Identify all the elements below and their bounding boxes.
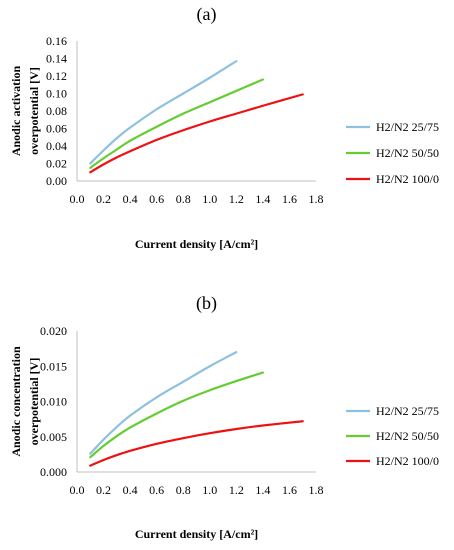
y-tick-label-b: 0.000 (40, 465, 67, 479)
series-line-b-2 (89, 371, 264, 459)
legend-label-b-3: H2/N2 100/0 (376, 454, 439, 468)
legend-label-a-3: H2/N2 100/0 (376, 172, 439, 186)
y-tick-label-b: 0.010 (40, 395, 67, 409)
x-tick-label-a: 1.8 (309, 192, 324, 206)
x-tick-label-b: 0.6 (149, 483, 164, 497)
series-line-a-3 (89, 93, 304, 174)
chart-b-svg: (b) 0.000 0.005 0.010 0.015 0.020 0.0 0.2 0.4 0.6… (9, 293, 439, 541)
y-axis-title-line2-a: overpotential [V] (27, 67, 41, 155)
y-tick-label-a: 0.08 (46, 104, 67, 118)
x-tick-label-b: 1.8 (309, 483, 324, 497)
chart-panel-a: (a) 0.00 0.02 0.04 0.06 0.08 0.10 0.12 0.14 0.16 0… (9, 4, 439, 251)
x-tick-label-a: 1.4 (255, 192, 270, 206)
series-line-a-2 (89, 78, 264, 169)
x-tick-label-b: 1.4 (255, 483, 270, 497)
x-tick-label-a: 0.4 (123, 192, 138, 206)
x-tick-label-a: 1.6 (282, 192, 297, 206)
x-tick-label-b: 1.2 (229, 483, 244, 497)
y-tick-label-a: 0.10 (46, 87, 67, 101)
x-tick-label-b: 0.0 (70, 483, 85, 497)
x-tick-label-b: 0.2 (96, 483, 111, 497)
x-tick-label-b: 0.4 (123, 483, 138, 497)
x-tick-label-b: 1.6 (282, 483, 297, 497)
legend-label-a-1: H2/N2 25/75 (376, 120, 439, 134)
legend-label-b-2: H2/N2 50/50 (376, 429, 439, 443)
y-tick-label-a: 0.16 (46, 34, 67, 48)
y-tick-label-a: 0.06 (46, 122, 67, 136)
series-line-a-1 (89, 60, 238, 165)
y-axis-title-line1-b: Anodic concentration (9, 346, 23, 457)
legend-label-b-1: H2/N2 25/75 (376, 404, 439, 418)
chart-panel-b: (b) 0.000 0.005 0.010 0.015 0.020 0.0 0.2 0.4 0.6… (0, 275, 454, 550)
y-tick-label-a: 0.02 (46, 157, 67, 171)
x-tick-label-a: 1.2 (229, 192, 244, 206)
series-line-b-3 (89, 420, 304, 467)
y-tick-label-b: 0.005 (40, 430, 67, 444)
x-tick-label-b: 1.0 (202, 483, 217, 497)
y-axis-title-line1-a: Anodic activation (9, 66, 23, 157)
x-tick-label-a: 1.0 (202, 192, 217, 206)
y-tick-label-a: 0.14 (46, 52, 67, 66)
legend-label-a-2: H2/N2 50/50 (376, 146, 439, 160)
y-axis-title-line2-b: overpotential [V] (27, 358, 41, 446)
y-tick-label-b: 0.015 (40, 359, 67, 373)
chart-title-b: (b) (196, 293, 217, 314)
x-tick-label-a: 0.0 (70, 192, 85, 206)
y-tick-label-b: 0.020 (40, 324, 67, 338)
x-tick-label-b: 0.8 (176, 483, 191, 497)
x-axis-title-a: Current density [A/cm²] (135, 237, 258, 251)
x-axis-title-b: Current density [A/cm²] (135, 527, 258, 541)
x-tick-label-a: 0.8 (176, 192, 191, 206)
y-tick-label-a: 0.00 (46, 174, 67, 188)
y-tick-label-a: 0.12 (46, 69, 67, 83)
y-tick-label-a: 0.04 (46, 139, 67, 153)
chart-title-a: (a) (197, 4, 217, 25)
x-tick-label-a: 0.6 (149, 192, 164, 206)
x-tick-label-a: 0.2 (96, 192, 111, 206)
chart-a-svg: (a) 0.00 0.02 0.04 0.06 0.08 0.10 0.12 0.14 0.16 0… (9, 4, 439, 251)
series-line-b-1 (89, 351, 238, 455)
